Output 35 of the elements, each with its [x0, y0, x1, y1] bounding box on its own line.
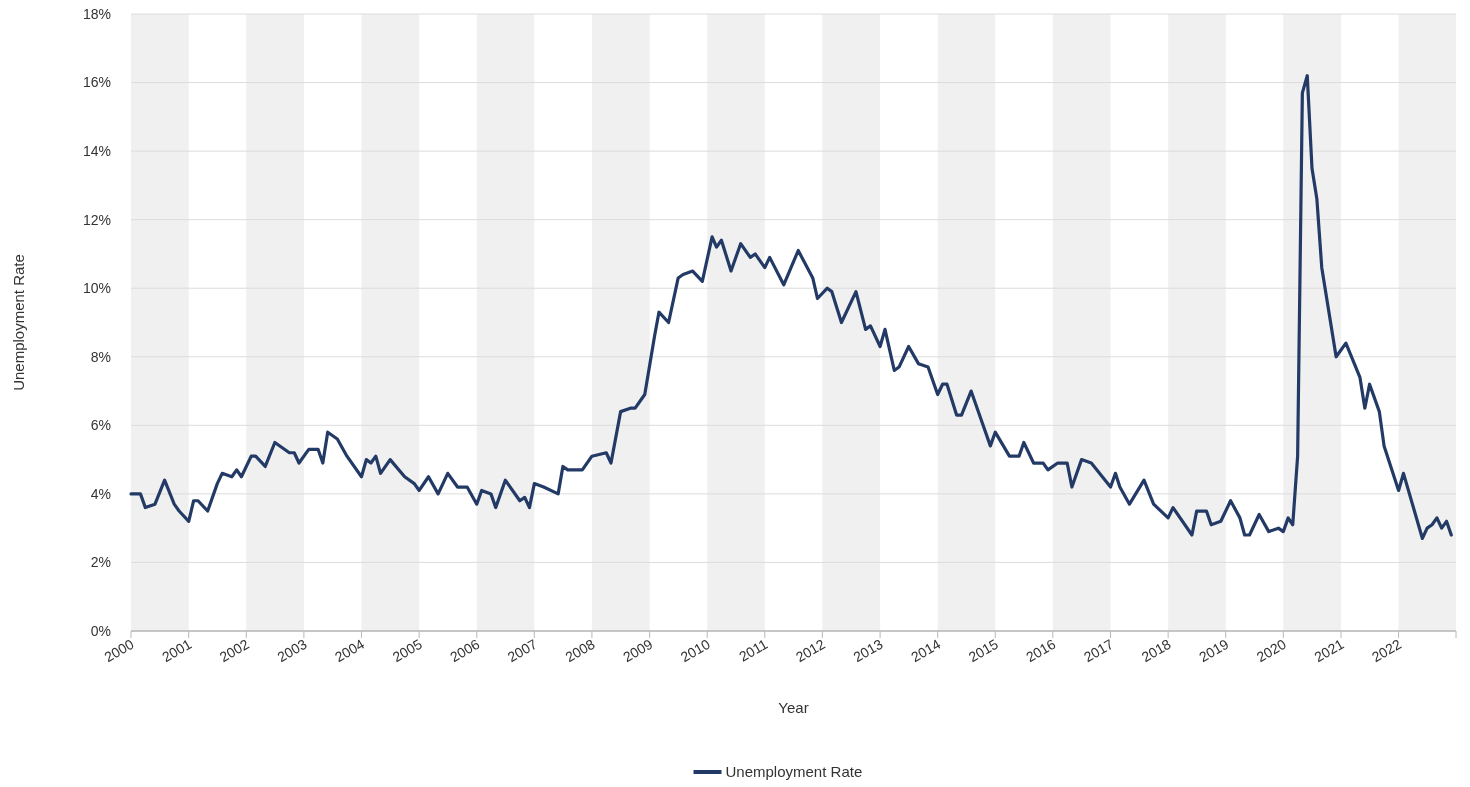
y-tick-label: 18%: [82, 5, 111, 22]
x-tick-label: 2007: [504, 635, 541, 666]
x-tick-label: 2014: [908, 635, 944, 666]
x-tick-label: 2019: [1196, 635, 1232, 666]
x-tick-label: 2015: [965, 635, 1001, 666]
x-tick-label: 2011: [736, 635, 771, 665]
x-tick-label: 2009: [620, 635, 656, 666]
y-tick-label: 4%: [90, 485, 111, 502]
x-tick-label: 2001: [159, 635, 195, 666]
y-tick-label: 16%: [82, 74, 111, 91]
x-tick-label: 2005: [389, 635, 425, 666]
x-tick-label: 2004: [331, 635, 368, 666]
y-tick-label: 10%: [82, 280, 111, 297]
y-tick-label: 12%: [82, 211, 111, 228]
x-tick-label: 2008: [562, 635, 598, 666]
y-tick-label: 14%: [82, 143, 111, 160]
x-tick-label: 2018: [1138, 635, 1174, 666]
y-tick-label: 2%: [90, 554, 111, 571]
y-tick-label: 6%: [90, 417, 111, 434]
legend-label: Unemployment Rate: [725, 763, 863, 781]
x-tick-label: 2012: [792, 635, 829, 666]
x-tick-label: 2002: [216, 635, 252, 666]
x-tick-label: 2003: [274, 635, 310, 666]
x-axis-title: Year: [778, 699, 809, 716]
x-tick-label: 2006: [447, 635, 483, 666]
x-tick-label: 2017: [1081, 635, 1117, 666]
x-tick-label: 2010: [677, 635, 713, 666]
x-tick-label: 2020: [1253, 635, 1289, 666]
x-tick-label: 2016: [1023, 635, 1059, 666]
y-axis-title: Unemployment Rate: [10, 254, 27, 391]
y-tick-label: 8%: [90, 348, 111, 365]
x-tick-label: 2022: [1369, 635, 1405, 666]
x-tick-label: 2021: [1311, 635, 1347, 666]
line-series: [129, 74, 1453, 541]
x-tick-label: 2013: [850, 635, 886, 666]
